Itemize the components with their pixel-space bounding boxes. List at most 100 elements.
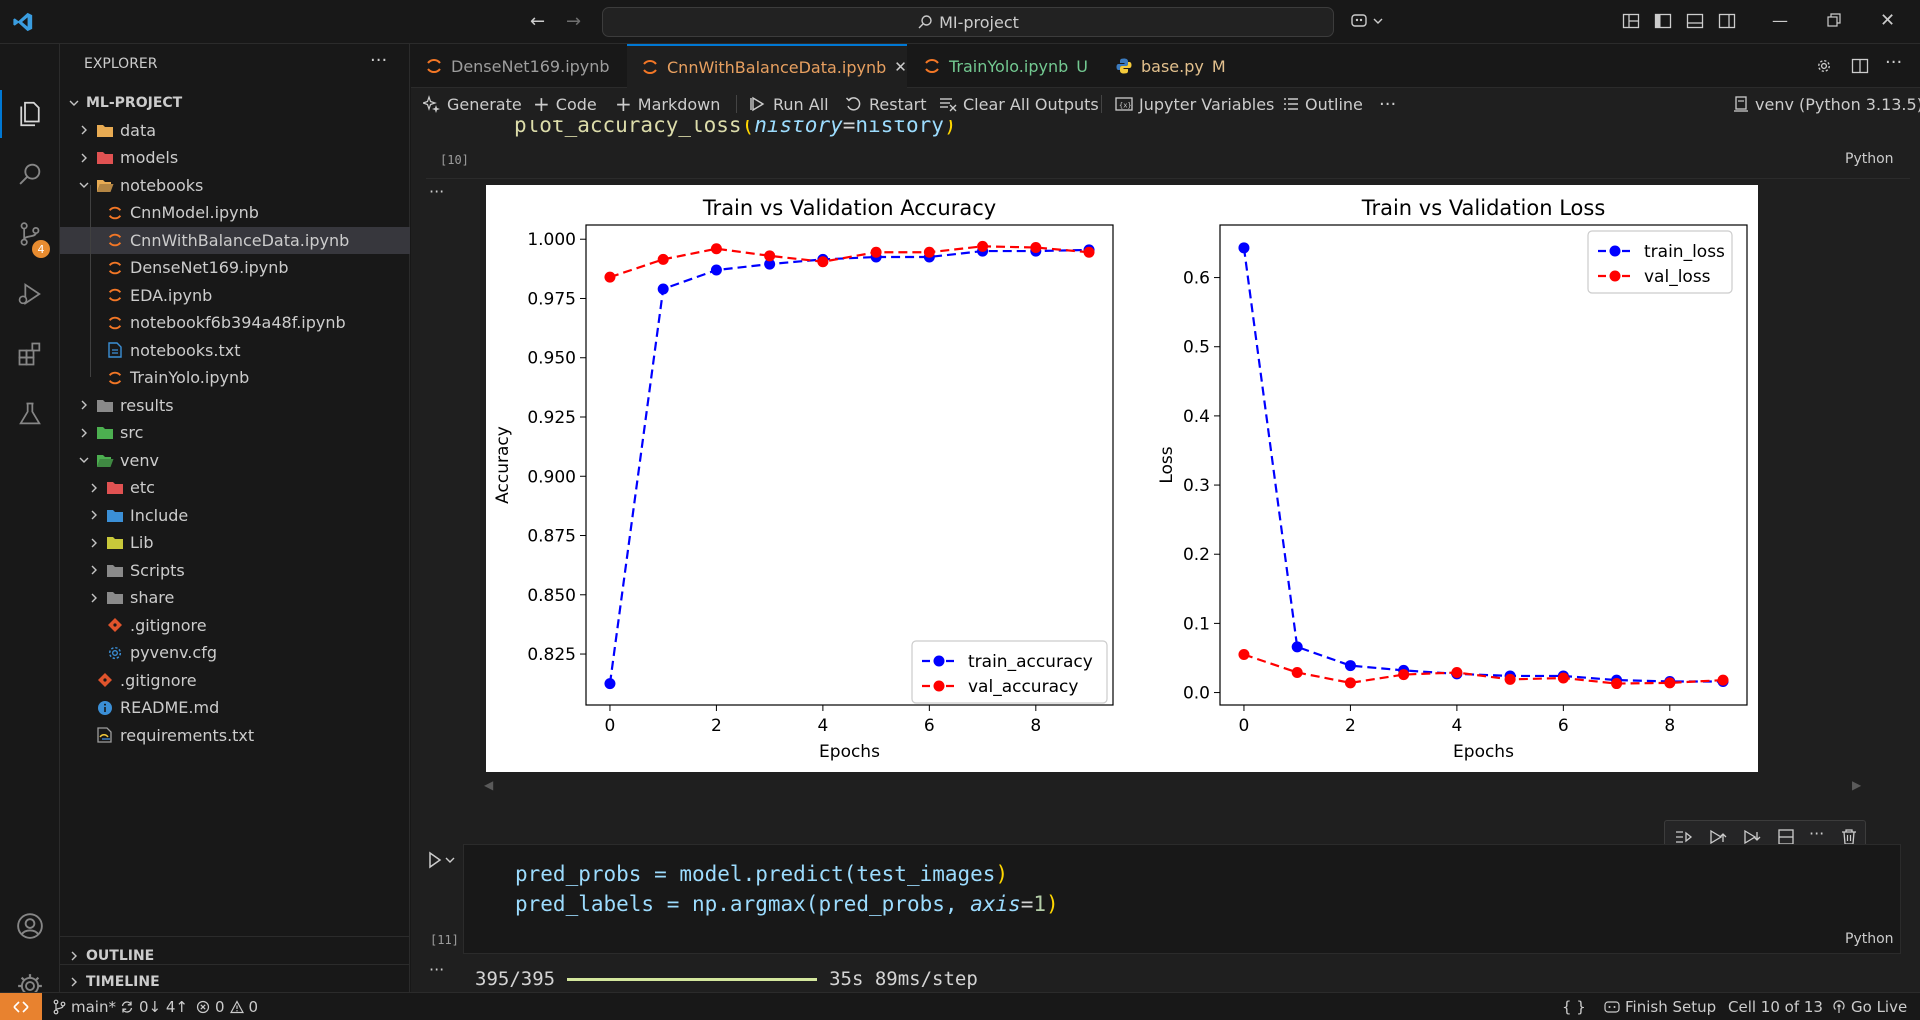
jupyter-variables-button[interactable]: {x} Jupyter Variables bbox=[1115, 88, 1274, 120]
finish-setup-button[interactable]: Finish Setup bbox=[1604, 993, 1716, 1020]
tree-item[interactable]: share bbox=[60, 584, 410, 611]
toolbar-more-icon[interactable]: ··· bbox=[1379, 93, 1397, 115]
explorer-more-actions-icon[interactable]: ··· bbox=[370, 50, 388, 71]
tab-base-py[interactable]: base.py M bbox=[1101, 44, 1241, 88]
tree-item[interactable]: requirements.txt bbox=[60, 722, 410, 749]
remote-indicator[interactable] bbox=[0, 993, 42, 1020]
add-markdown-cell-button[interactable]: + Markdown bbox=[615, 88, 720, 120]
problems-indicator[interactable]: 0 0 bbox=[196, 993, 258, 1020]
cell-10-code-line[interactable]: plot_accuracy_loss(history=history) bbox=[514, 120, 957, 137]
cell-11-language[interactable]: Python bbox=[1845, 931, 1894, 947]
extensions-icon[interactable] bbox=[0, 330, 60, 378]
run-above-icon[interactable] bbox=[1709, 828, 1727, 846]
tree-item[interactable]: notebooks bbox=[60, 172, 410, 199]
outline-button[interactable]: Outline bbox=[1283, 88, 1363, 120]
more-actions-icon[interactable]: ··· bbox=[1885, 52, 1903, 73]
tree-item[interactable]: CnnModel.ipynb bbox=[60, 199, 410, 226]
clear-all-outputs-button[interactable]: Clear All Outputs bbox=[939, 88, 1099, 120]
explorer-icon[interactable] bbox=[0, 90, 60, 138]
language-braces[interactable]: { } bbox=[1562, 997, 1586, 1016]
code-cell-10-editor[interactable] bbox=[455, 120, 1855, 174]
restart-label: Restart bbox=[869, 94, 927, 114]
run-cell-icon[interactable] bbox=[427, 850, 457, 870]
tree-item[interactable]: Scripts bbox=[60, 557, 410, 584]
data-point-train_loss bbox=[1238, 242, 1250, 254]
close-tab-icon[interactable]: ✕ bbox=[894, 58, 907, 76]
generate-button[interactable]: Generate bbox=[423, 88, 522, 120]
command-center[interactable]: MI-project bbox=[602, 7, 1334, 37]
code-cell-10[interactable]: plot_accuracy_loss(history=history) [10] bbox=[421, 120, 1855, 180]
toggle-panel-icon[interactable] bbox=[1686, 12, 1704, 30]
branch-indicator[interactable]: main* bbox=[52, 993, 116, 1020]
y-tick-label: 0.925 bbox=[527, 408, 576, 428]
close-window-icon[interactable]: ✕ bbox=[1880, 10, 1896, 31]
timeline-section[interactable]: TIMELINE bbox=[60, 968, 410, 995]
tree-item[interactable]: Include bbox=[60, 502, 410, 529]
tree-item[interactable]: EDA.ipynb bbox=[60, 282, 410, 309]
restart-button[interactable]: Restart bbox=[845, 88, 927, 120]
back-arrow-icon[interactable]: ← bbox=[530, 11, 546, 32]
tree-item[interactable]: models bbox=[60, 144, 410, 171]
source-control-icon[interactable] bbox=[0, 210, 60, 258]
run-all-button[interactable]: Run All bbox=[749, 88, 829, 120]
tree-item[interactable]: src bbox=[60, 419, 410, 446]
code-cell-11-editor[interactable] bbox=[463, 844, 1901, 954]
tree-item[interactable]: results bbox=[60, 392, 410, 419]
go-live-button[interactable]: Go Live bbox=[1832, 993, 1907, 1020]
tree-item[interactable]: notebookf6b394a48f.ipynb bbox=[60, 309, 410, 336]
tree-item[interactable]: pyvenv.cfg bbox=[60, 639, 410, 666]
warning-count: 0 bbox=[248, 997, 259, 1016]
toggle-secondary-sidebar-icon[interactable] bbox=[1718, 12, 1736, 30]
testing-flask-icon[interactable] bbox=[0, 390, 60, 438]
cell-position[interactable]: Cell 10 of 13 bbox=[1728, 997, 1823, 1016]
tree-item[interactable]: etc bbox=[60, 474, 410, 501]
add-code-cell-button[interactable]: + Code bbox=[533, 88, 597, 120]
tree-item-label: .gitignore bbox=[120, 670, 197, 690]
tree-item[interactable]: notebooks.txt bbox=[60, 337, 410, 364]
cell-11-code-line-1[interactable]: pred_probs = model.predict(test_images) bbox=[515, 862, 1008, 886]
tree-root[interactable]: ML-PROJECT bbox=[60, 89, 410, 116]
tree-item[interactable]: CnnWithBalanceData.ipynb bbox=[60, 226, 410, 254]
tab-cnnwithbalancedata[interactable]: CnnWithBalanceData.ipynb ✕ bbox=[627, 44, 907, 88]
tree-item[interactable]: DenseNet169.ipynb bbox=[60, 254, 410, 281]
tree-item[interactable]: README.md bbox=[60, 694, 410, 721]
toggle-primary-sidebar-icon[interactable] bbox=[1654, 12, 1672, 30]
tree-item[interactable]: Lib bbox=[60, 529, 410, 556]
vscode-logo-icon bbox=[12, 11, 34, 33]
tab-densenet169[interactable]: DenseNet169.ipynb bbox=[411, 44, 625, 88]
output-more-actions-icon[interactable]: ··· bbox=[429, 960, 445, 979]
outline-section[interactable]: OUTLINE bbox=[60, 942, 410, 969]
jupyter-icon bbox=[641, 58, 659, 76]
execute-above-icon[interactable] bbox=[1675, 828, 1693, 846]
cell-10-language[interactable]: Python bbox=[1845, 151, 1894, 167]
search-view-icon[interactable] bbox=[0, 150, 60, 198]
output-more-actions-icon[interactable]: ··· bbox=[429, 182, 445, 201]
chevron-right-icon bbox=[66, 948, 82, 964]
cell-11-code-line-2[interactable]: pred_labels = np.argmax(pred_probs, axis… bbox=[515, 892, 1059, 916]
cell-more-icon[interactable]: ··· bbox=[1809, 824, 1825, 843]
notebook-settings-gear-icon[interactable] bbox=[1815, 57, 1833, 75]
forward-arrow-icon[interactable]: → bbox=[566, 11, 582, 32]
customize-layout-icon[interactable] bbox=[1622, 12, 1640, 30]
scm-badge: 4 bbox=[32, 240, 50, 258]
tab-trainyolo[interactable]: TrainYolo.ipynb U bbox=[909, 44, 1099, 88]
kernel-picker[interactable]: venv (Python 3.13.5) bbox=[1733, 88, 1920, 120]
minimize-icon[interactable]: — bbox=[1772, 11, 1788, 30]
scroll-right-icon[interactable]: ▶ bbox=[1852, 778, 1862, 792]
tree-item[interactable]: .gitignore bbox=[60, 667, 410, 694]
run-debug-icon[interactable] bbox=[0, 270, 60, 318]
restore-icon[interactable] bbox=[1826, 12, 1842, 28]
split-editor-icon[interactable] bbox=[1851, 57, 1869, 75]
jupyter-icon bbox=[106, 370, 124, 386]
tree-item[interactable]: .gitignore bbox=[60, 612, 410, 639]
scroll-left-icon[interactable]: ◀ bbox=[484, 778, 494, 792]
sync-indicator[interactable]: 0↓ 4↑ bbox=[120, 993, 188, 1020]
delete-cell-icon[interactable] bbox=[1841, 828, 1857, 846]
copilot-icon[interactable] bbox=[1350, 11, 1384, 31]
run-below-icon[interactable] bbox=[1743, 828, 1761, 846]
accounts-icon[interactable] bbox=[0, 902, 60, 950]
tree-item[interactable]: venv bbox=[60, 447, 410, 474]
tree-item[interactable]: TrainYolo.ipynb bbox=[60, 364, 410, 391]
tree-item[interactable]: data bbox=[60, 117, 410, 144]
y-tick-label: 0.900 bbox=[527, 467, 576, 487]
